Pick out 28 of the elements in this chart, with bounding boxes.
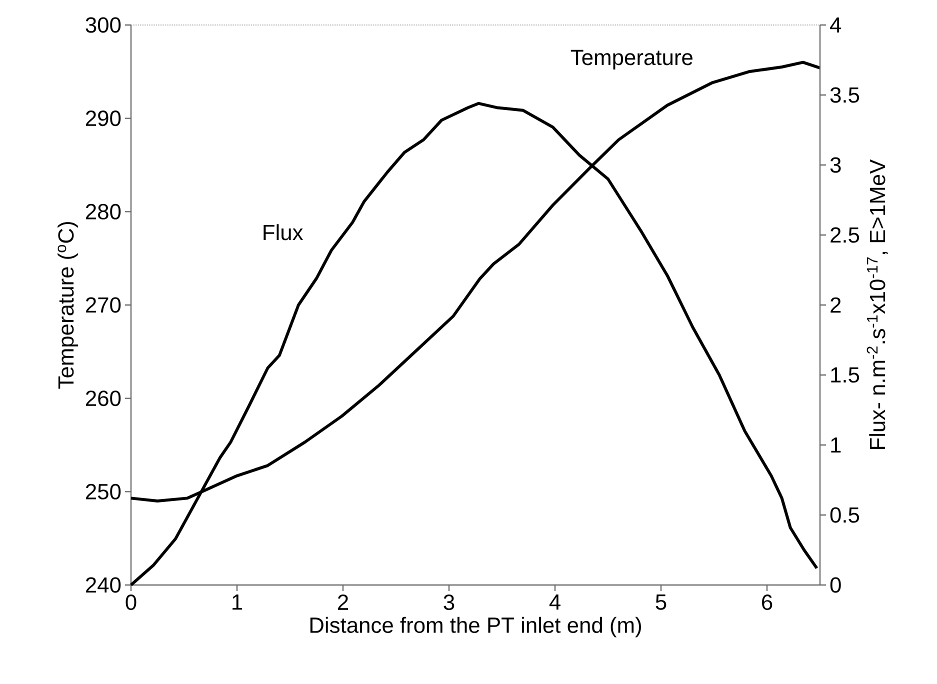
y-tick-label: 300 bbox=[86, 17, 121, 33]
y2-axis-title: Flux- n.m$^{-2}$.s$^{-1}$x10$^{-17}$, E>1MeV bbox=[866, 159, 888, 449]
annotation: Flux bbox=[264, 224, 304, 240]
y2-tick-label: 0 bbox=[830, 577, 841, 593]
y2-tick-label: 4 bbox=[830, 17, 842, 33]
y-axis-title: Temperature ($^{o}$C) bbox=[58, 222, 78, 389]
y-tick-label: 260 bbox=[86, 390, 121, 406]
x-tick-label: 1 bbox=[232, 594, 242, 610]
x-tick-label: 4 bbox=[549, 594, 560, 610]
y-tick-label: 290 bbox=[86, 110, 121, 126]
y2-tick-label: 3.5 bbox=[830, 87, 860, 103]
y-tick-label: 250 bbox=[86, 484, 121, 500]
x-tick-label: 5 bbox=[656, 594, 666, 610]
annotation: Temperature bbox=[570, 50, 692, 70]
x-tick-label: 6 bbox=[762, 594, 772, 610]
x-tick-label: 2 bbox=[338, 594, 348, 610]
y-tick-label: 280 bbox=[86, 204, 121, 220]
y2-tick-label: 0.5 bbox=[830, 507, 860, 523]
y-tick-label: 240 bbox=[86, 577, 121, 593]
y2-tick-label: 1 bbox=[831, 437, 841, 453]
y-tick-label: 270 bbox=[86, 297, 121, 313]
x-axis-title: Distance from the PT inlet end (m) bbox=[310, 616, 641, 638]
y2-tick-label: 1.5 bbox=[831, 367, 860, 383]
y2-tick-label: 2 bbox=[830, 297, 841, 313]
y2-tick-label: 3 bbox=[830, 157, 841, 173]
x-tick-label: 3 bbox=[444, 594, 454, 610]
x-tick-label: 0 bbox=[126, 594, 136, 610]
y2-tick-label: 2.5 bbox=[830, 227, 860, 243]
